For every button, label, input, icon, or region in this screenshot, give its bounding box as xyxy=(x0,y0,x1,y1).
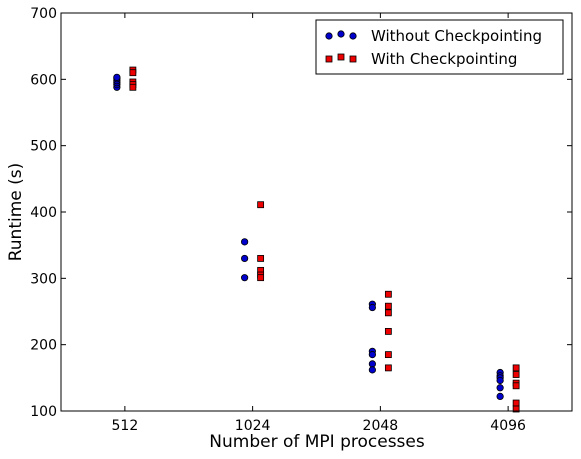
y-tick-label: 700 xyxy=(30,6,57,22)
plot-frame xyxy=(60,12,573,412)
legend-marker xyxy=(325,55,333,63)
legend-marker xyxy=(349,55,357,63)
plot-area xyxy=(113,66,520,413)
y-tick-label: 400 xyxy=(30,205,57,221)
data-point xyxy=(512,364,520,372)
data-point xyxy=(368,360,376,368)
y-tick-label: 300 xyxy=(30,271,57,287)
data-point xyxy=(241,254,249,263)
legend-box xyxy=(315,19,564,75)
legend-marker xyxy=(337,53,345,61)
x-tick-label: 4096 xyxy=(490,418,526,434)
data-point xyxy=(113,73,121,81)
x-tick-label: 512 xyxy=(112,418,139,434)
data-point xyxy=(129,83,137,91)
data-point xyxy=(368,303,376,312)
y-tick-label: 500 xyxy=(30,139,57,155)
legend-marker-with-checkpointing xyxy=(325,53,357,63)
data-point xyxy=(129,69,137,77)
data-point xyxy=(368,351,376,359)
x-tick-label: 1024 xyxy=(235,418,271,434)
data-point xyxy=(496,384,504,392)
data-point xyxy=(241,274,249,282)
data-point xyxy=(512,405,520,413)
y-axis: 100 200 300 400 500 600 700 xyxy=(30,6,572,420)
data-point xyxy=(512,399,520,407)
y-tick-label: 600 xyxy=(30,72,57,88)
x-axis: 512 1024 2048 4096 xyxy=(112,13,526,434)
legend: Without Checkpointing With Checkpointing xyxy=(315,19,564,75)
data-point xyxy=(496,376,504,385)
data-point xyxy=(496,392,504,401)
legend-label-without-checkpointing: Without Checkpointing xyxy=(371,27,542,45)
series-with-checkpointing xyxy=(129,66,520,413)
legend-marker xyxy=(337,30,345,38)
legend-label-with-checkpointing: With Checkpointing xyxy=(371,50,517,68)
data-point xyxy=(257,274,265,282)
y-axis-label: Runtime (s) xyxy=(6,163,26,262)
y-tick-label: 200 xyxy=(30,338,57,354)
data-point xyxy=(384,327,392,335)
data-point xyxy=(384,351,392,359)
data-point xyxy=(512,382,520,390)
data-point xyxy=(384,309,392,317)
data-point xyxy=(384,290,392,298)
data-point xyxy=(368,366,376,374)
data-point xyxy=(257,201,265,209)
data-point xyxy=(257,255,265,262)
data-point xyxy=(384,364,392,372)
y-tick-label: 100 xyxy=(30,404,57,420)
legend-marker xyxy=(349,32,357,40)
series-without-checkpointing xyxy=(113,73,504,401)
data-point xyxy=(241,238,249,246)
legend-marker xyxy=(325,32,333,40)
x-tick-label: 2048 xyxy=(363,418,399,434)
data-point xyxy=(384,302,392,310)
data-point xyxy=(512,371,520,378)
legend-marker-without-checkpointing xyxy=(325,30,357,40)
x-axis-label: Number of MPI processes xyxy=(209,432,425,452)
